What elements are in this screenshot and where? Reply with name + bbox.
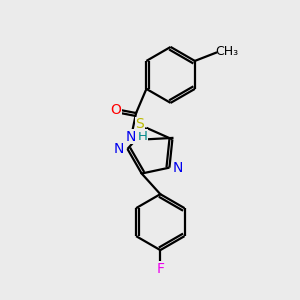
Text: F: F bbox=[156, 262, 164, 276]
Text: N: N bbox=[126, 130, 136, 144]
Text: O: O bbox=[110, 103, 121, 116]
Text: CH₃: CH₃ bbox=[215, 45, 238, 58]
Text: H: H bbox=[138, 130, 148, 143]
Text: N: N bbox=[172, 160, 183, 175]
Text: S: S bbox=[136, 117, 144, 131]
Text: N: N bbox=[114, 142, 124, 156]
